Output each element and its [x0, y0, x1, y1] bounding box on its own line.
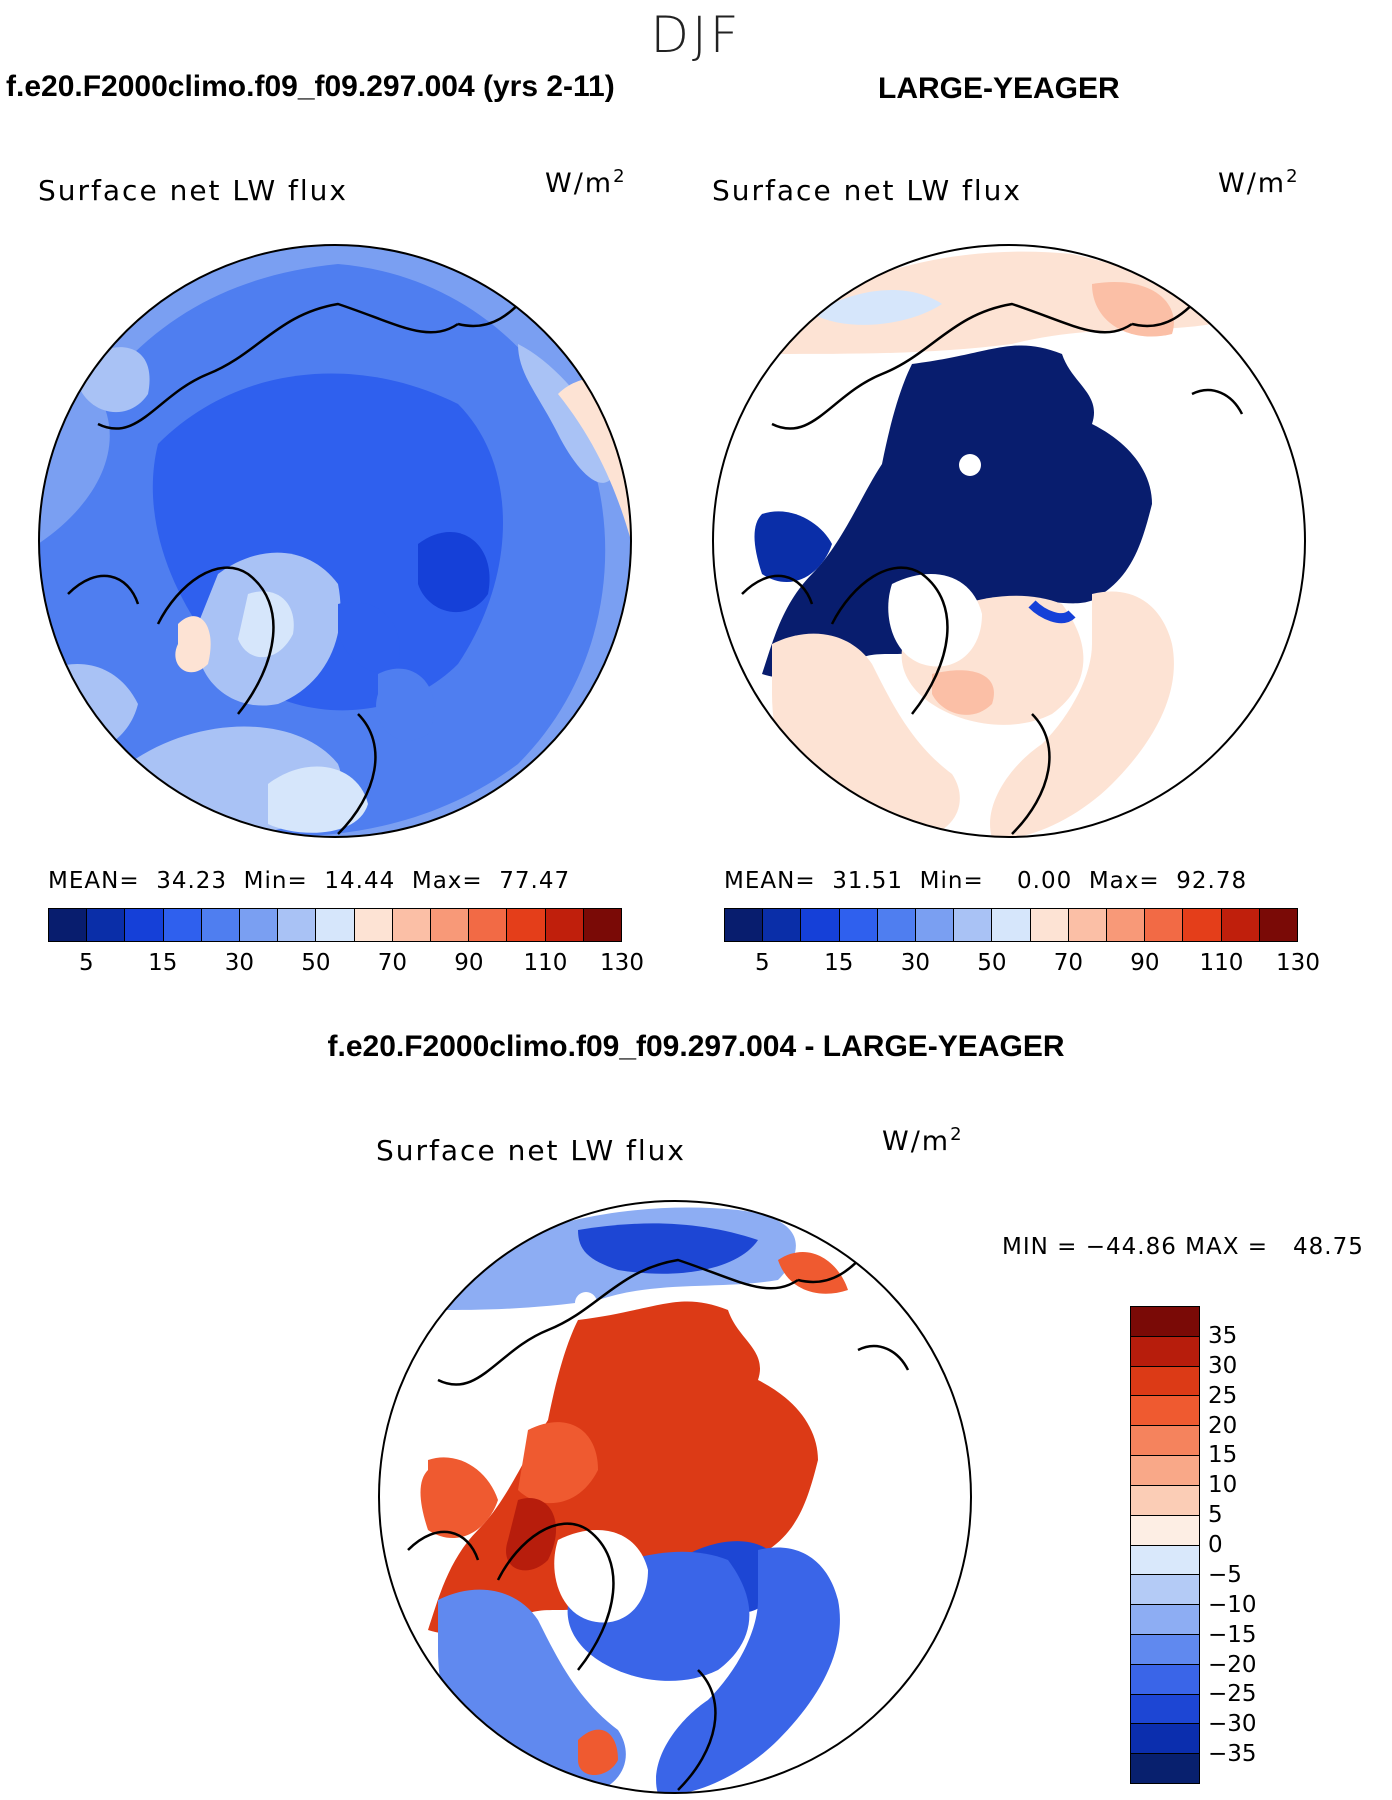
colorbar-tick-label: 110 — [523, 950, 568, 976]
colorbar-swatch — [1068, 909, 1108, 941]
panel1-variable-label: Surface net LW flux — [38, 174, 348, 207]
panel2-colorbar-labels: 5 15 30 50 70 90 110 130 — [724, 950, 1320, 980]
colorbar-swatch — [1131, 1336, 1199, 1367]
colorbar-swatch — [201, 909, 241, 941]
colorbar-swatch — [469, 909, 508, 941]
panel2-colorbar — [724, 908, 1298, 942]
colorbar-tick-label: 5 — [78, 950, 94, 976]
colorbar-swatch — [763, 909, 802, 941]
colorbar-swatch — [1030, 909, 1069, 941]
diff-polar-map — [378, 1200, 972, 1794]
colorbar-tick-label: 70 — [1053, 950, 1084, 976]
colorbar-tick-label: 90 — [454, 950, 484, 976]
panel1-colorbar-labels: 5 15 30 50 70 90 110 130 — [48, 950, 644, 980]
panel2-variable-label: Surface net LW flux — [712, 174, 1022, 207]
diff-stats: MIN = −44.86 MAX = 48.75 — [1002, 1234, 1364, 1260]
colorbar-swatch — [1131, 1396, 1199, 1427]
panel1-units: W/m2 — [545, 166, 627, 199]
colorbar-swatch — [1131, 1426, 1199, 1457]
colorbar-tick-label: 10 — [1208, 1472, 1238, 1499]
colorbar-tick-label: 130 — [1276, 950, 1320, 976]
colorbar-swatch — [839, 909, 878, 941]
colorbar-swatch — [125, 909, 164, 941]
colorbar-swatch — [1131, 1366, 1199, 1397]
colorbar-tick-label: −15 — [1208, 1621, 1257, 1648]
colorbar-tick-label: 30 — [1208, 1352, 1238, 1379]
panel1-case-title: f.e20.F2000climo.f09_f09.297.004 (yrs 2-… — [6, 70, 615, 103]
colorbar-swatch — [1221, 909, 1260, 941]
colorbar-swatch — [954, 909, 993, 941]
colorbar-swatch — [1131, 1545, 1199, 1576]
diff-variable-label: Surface net LW flux — [376, 1134, 686, 1167]
colorbar-swatch — [87, 909, 126, 941]
colorbar-swatch — [545, 909, 584, 941]
diff-colorbar-labels: 35 30 25 20 15 10 5 0 −5 −10 −15 −20 −25 −30 −35 — [1208, 1306, 1288, 1784]
colorbar-tick-label: 30 — [900, 950, 930, 976]
panel2-units: W/m2 — [1218, 166, 1300, 199]
colorbar-swatch — [278, 909, 317, 941]
colorbar-swatch — [431, 909, 470, 941]
colorbar-tick-label: 35 — [1208, 1322, 1238, 1349]
colorbar-tick-label: −25 — [1208, 1681, 1257, 1708]
colorbar-tick-label: −5 — [1208, 1561, 1242, 1588]
colorbar-tick-label: 15 — [148, 950, 178, 976]
colorbar-swatch — [49, 909, 88, 941]
colorbar-swatch — [1131, 1605, 1199, 1635]
colorbar-tick-label: 5 — [1208, 1502, 1223, 1529]
colorbar-swatch — [801, 909, 840, 941]
colorbar-swatch — [240, 909, 279, 941]
colorbar-swatch — [354, 909, 393, 941]
colorbar-swatch — [1131, 1456, 1199, 1486]
colorbar-tick-label: 0 — [1208, 1532, 1223, 1558]
colorbar-swatch — [877, 909, 917, 941]
colorbar-tick-label: 110 — [1199, 950, 1244, 976]
colorbar-swatch — [1131, 1485, 1199, 1516]
colorbar-swatch — [1131, 1724, 1199, 1755]
diff-units: W/m2 — [882, 1124, 964, 1157]
colorbar-tick-label: 130 — [600, 950, 644, 976]
colorbar-swatch — [392, 909, 432, 941]
colorbar-tick-label: 20 — [1208, 1412, 1238, 1439]
colorbar-swatch — [1131, 1307, 1199, 1337]
colorbar-swatch — [1131, 1694, 1199, 1725]
colorbar-swatch — [1131, 1634, 1199, 1665]
colorbar-tick-label: 5 — [754, 950, 770, 976]
colorbar-swatch — [163, 909, 202, 941]
colorbar-swatch — [1183, 909, 1222, 941]
season-title: DJF — [650, 6, 742, 64]
colorbar-swatch — [1259, 909, 1298, 941]
colorbar-tick-label: 50 — [977, 950, 1007, 976]
colorbar-swatch — [1131, 1664, 1199, 1695]
colorbar-swatch — [1131, 1575, 1199, 1606]
colorbar-swatch — [1131, 1515, 1199, 1546]
colorbar-tick-label: 30 — [224, 950, 254, 976]
colorbar-tick-label: 15 — [824, 950, 854, 976]
colorbar-swatch — [583, 909, 622, 941]
colorbar-tick-label: 90 — [1130, 950, 1160, 976]
panel1-stats: MEAN= 34.23 Min= 14.44 Max= 77.47 — [48, 868, 571, 894]
colorbar-swatch — [1131, 1754, 1199, 1783]
colorbar-tick-label: 15 — [1208, 1442, 1238, 1469]
colorbar-swatch — [725, 909, 764, 941]
diff-title: f.e20.F2000climo.f09_f09.297.004 - LARGE… — [327, 1030, 1065, 1063]
panel1-colorbar — [48, 908, 622, 942]
panel2-stats: MEAN= 31.51 Min= 0.00 Max= 92.78 — [724, 868, 1248, 894]
colorbar-swatch — [1145, 909, 1184, 941]
colorbar-swatch — [916, 909, 955, 941]
panel2-case-title: LARGE-YEAGER — [878, 72, 1120, 105]
colorbar-swatch — [507, 909, 546, 941]
colorbar-tick-label: −30 — [1208, 1711, 1257, 1738]
colorbar-tick-label: 50 — [301, 950, 331, 976]
panel1-polar-map — [38, 244, 632, 838]
colorbar-tick-label: 70 — [377, 950, 408, 976]
colorbar-tick-label: −10 — [1208, 1591, 1257, 1618]
colorbar-tick-label: −35 — [1208, 1741, 1257, 1768]
colorbar-swatch — [1107, 909, 1146, 941]
diff-colorbar — [1130, 1306, 1200, 1784]
colorbar-tick-label: −20 — [1208, 1651, 1257, 1678]
panel2-polar-map — [712, 244, 1306, 838]
colorbar-swatch — [316, 909, 355, 941]
colorbar-tick-label: 25 — [1208, 1382, 1238, 1409]
colorbar-swatch — [992, 909, 1031, 941]
